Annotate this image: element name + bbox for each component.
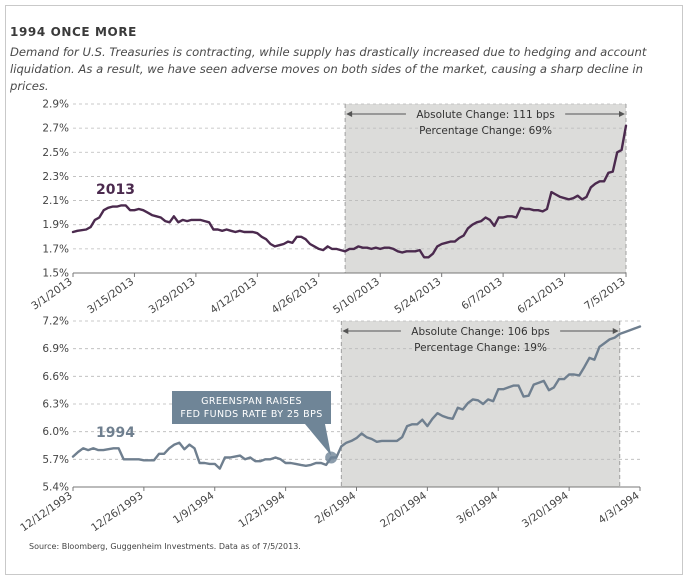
x-tick-label-1994-4: 2/6/1994: [313, 489, 359, 526]
series-label-1994: 1994: [96, 425, 135, 441]
y-tick-label-1994-1: 5.7%: [42, 454, 69, 466]
x-tick-label-2013-7: 6/7/2013: [459, 276, 505, 313]
callout-box: [172, 391, 331, 424]
x-tick-label-2013-3: 4/12/2013: [208, 276, 259, 317]
y-tick-label-2013-4: 2.3%: [42, 171, 69, 183]
x-tick-label-1994-5: 2/20/1994: [378, 489, 429, 530]
source-note: Source: Bloomberg, Guggenheim Investment…: [29, 542, 301, 551]
x-tick-label-1994-2: 1/9/1994: [171, 489, 217, 526]
y-tick-label-2013-1: 1.7%: [42, 243, 69, 255]
series-label-2013: 2013: [96, 182, 135, 198]
x-tick-label-2013-2: 3/29/2013: [147, 276, 198, 317]
y-tick-label-2013-7: 2.9%: [42, 99, 69, 111]
annotation-bg-2013: [405, 106, 566, 120]
x-tick-label-2013-6: 5/24/2013: [392, 276, 443, 317]
annotation-text-2013-1: Percentage Change: 69%: [419, 125, 552, 137]
x-tick-label-2013-1: 3/15/2013: [85, 276, 136, 317]
callout-text-0: GREENSPAN RAISES: [201, 396, 302, 407]
annotation-text-2013-0: Absolute Change: 111 bps: [416, 109, 554, 121]
annotation-text-1994-0: Absolute Change: 106 bps: [411, 326, 549, 338]
x-tick-label-1994-6: 3/6/1994: [454, 489, 500, 526]
x-tick-label-1994-0: 12/12/1993: [18, 490, 74, 535]
x-tick-label-1994-8: 4/3/1994: [596, 489, 642, 526]
figure-title: 1994 ONCE MORE: [10, 25, 137, 39]
y-tick-label-2013-3: 2.1%: [42, 195, 69, 207]
callout-pointer: [305, 424, 332, 456]
annotation-arrowhead-right-1994: [612, 328, 619, 334]
x-tick-label-2013-8: 6/21/2013: [515, 276, 566, 317]
annotation-bg-1994: [400, 323, 561, 337]
series-line-1994: [71, 325, 642, 470]
chart-1994-panel: 5.4% 5.7% 6.0% 6.3% 6.6% 6.9% 7.2% 12/12/1993 12…: [18, 316, 642, 535]
x-tick-label-2013-5: 5/10/2013: [331, 276, 382, 317]
y-tick-label-1994-4: 6.6%: [42, 371, 69, 383]
x-tick-label-1994-1: 12/26/1993: [89, 490, 145, 535]
callout-text-1: FED FUNDS RATE BY 25 BPS: [180, 409, 322, 420]
x-tick-label-2013-4: 4/26/2013: [270, 276, 321, 317]
x-tick-label-2013-9: 7/5/2013: [582, 276, 628, 313]
annotation-arrowhead-left-1994: [342, 328, 349, 334]
y-tick-label-1994-0: 5.4%: [42, 482, 69, 494]
figure-subtitle: Demand for U.S. Treasuries is contractin…: [10, 45, 647, 93]
y-tick-label-1994-2: 6.0%: [42, 426, 69, 438]
x-tick-label-1994-3: 1/23/1994: [236, 489, 287, 530]
y-tick-label-1994-3: 6.3%: [42, 399, 69, 411]
annotation-arrowhead-left-2013: [346, 111, 353, 117]
annotation-arrowhead-right-2013: [619, 111, 625, 117]
y-tick-label-1994-6: 7.2%: [42, 316, 69, 328]
y-tick-label-2013-6: 2.7%: [42, 123, 69, 135]
shaded-region-2013: [345, 104, 626, 273]
series-line-2013: [71, 124, 628, 259]
chart-2013-panel: 1.5% 1.7% 1.9% 2.1% 2.3% 2.5% 2.7% 2.9% 3/1/2013…: [29, 99, 628, 317]
y-tick-label-2013-0: 1.5%: [42, 268, 69, 280]
annotation-text-1994-1: Percentage Change: 19%: [414, 342, 547, 354]
y-tick-label-1994-5: 6.9%: [42, 343, 69, 355]
y-tick-label-2013-5: 2.5%: [42, 147, 69, 159]
callout-marker: [325, 451, 338, 464]
x-tick-label-2013-0: 3/1/2013: [29, 276, 75, 313]
y-tick-label-2013-2: 1.9%: [42, 219, 69, 231]
x-tick-label-1994-7: 3/20/1994: [520, 489, 571, 530]
